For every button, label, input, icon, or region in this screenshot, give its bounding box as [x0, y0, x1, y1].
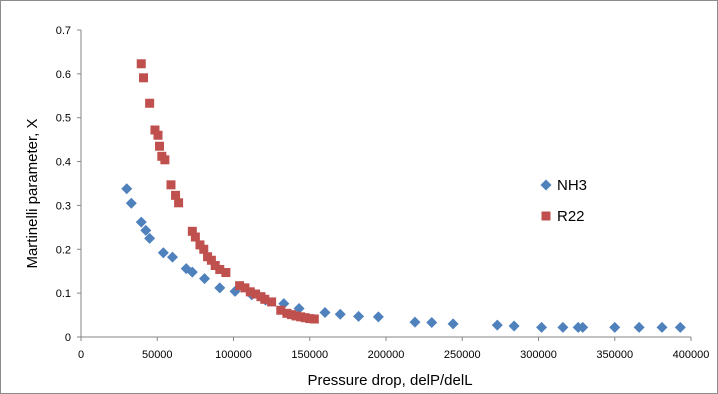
legend-marker-r22	[541, 211, 551, 221]
data-point-r22	[174, 198, 184, 208]
data-point-r22	[267, 297, 277, 307]
data-point-r22	[296, 312, 306, 322]
data-point-r22	[240, 283, 250, 293]
y-tick-label: 0.4	[56, 157, 71, 169]
data-point-r22	[145, 98, 155, 108]
data-point-r22	[276, 305, 286, 315]
data-point-r22	[136, 59, 146, 69]
data-point-r22	[206, 255, 216, 265]
data-point-r22	[286, 310, 296, 320]
data-point-r22	[215, 264, 225, 274]
data-point-nh3	[214, 282, 226, 294]
data-point-nh3	[135, 216, 147, 228]
data-point-nh3	[186, 266, 198, 278]
x-axis-title: Pressure drop, delP/delL	[307, 372, 472, 389]
data-point-r22	[235, 281, 245, 291]
data-point-nh3	[372, 311, 384, 323]
data-point-nh3	[674, 321, 686, 333]
y-tick-label: 0	[65, 332, 71, 344]
x-tick-label: 350000	[596, 349, 633, 361]
data-point-r22	[171, 190, 181, 200]
data-point-nh3	[409, 316, 421, 328]
data-point-nh3	[293, 302, 305, 314]
y-axis-title: Martinelli parameter, X	[24, 118, 41, 268]
data-point-nh3	[633, 321, 645, 333]
x-tick-label: 150000	[291, 349, 328, 361]
y-tick-label: 0.5	[56, 113, 71, 125]
data-point-nh3	[609, 321, 621, 333]
data-point-nh3	[334, 308, 346, 320]
data-point-r22	[155, 141, 165, 151]
x-tick-label: 400000	[673, 349, 710, 361]
x-tick-label: 100000	[215, 349, 252, 361]
data-point-r22	[139, 73, 149, 83]
data-point-r22	[221, 268, 231, 278]
data-point-nh3	[167, 251, 178, 263]
data-point-r22	[199, 244, 209, 254]
data-point-nh3	[508, 320, 520, 332]
x-tick-label: 0	[78, 349, 84, 361]
y-tick-label: 0.3	[56, 200, 71, 212]
data-point-r22	[150, 125, 160, 135]
data-point-nh3	[536, 321, 548, 333]
data-point-nh3	[319, 306, 331, 318]
x-tick-label: 50000	[142, 349, 173, 361]
data-point-nh3	[491, 319, 503, 331]
y-tick-label: 0.1	[56, 288, 71, 300]
data-point-nh3	[426, 317, 438, 329]
data-point-nh3	[447, 318, 459, 330]
y-tick-label: 0.7	[56, 25, 71, 37]
y-tick-label: 0.6	[56, 69, 71, 81]
data-point-nh3	[353, 310, 365, 322]
data-point-r22	[187, 226, 197, 236]
legend-label-nh3: NH3	[557, 177, 587, 194]
data-point-nh3	[557, 321, 569, 333]
y-tick-label: 0.2	[56, 244, 71, 256]
data-point-r22	[153, 130, 163, 140]
data-point-nh3	[157, 247, 169, 259]
data-point-nh3	[577, 321, 589, 333]
data-point-r22	[190, 232, 200, 242]
x-tick-label: 250000	[444, 349, 481, 361]
data-point-nh3	[125, 197, 137, 209]
x-tick-label: 200000	[368, 349, 405, 361]
data-point-nh3	[144, 232, 156, 244]
data-point-r22	[282, 308, 292, 318]
data-point-nh3	[140, 224, 152, 236]
legend-label-r22: R22	[557, 208, 585, 225]
data-point-r22	[305, 314, 315, 324]
data-point-nh3	[656, 321, 668, 333]
x-tick-label: 300000	[520, 349, 557, 361]
data-point-r22	[260, 294, 270, 304]
data-point-r22	[160, 155, 170, 165]
data-point-r22	[300, 313, 310, 323]
data-point-r22	[245, 287, 255, 297]
legend-marker-nh3	[540, 179, 552, 191]
data-point-r22	[251, 289, 261, 299]
data-point-r22	[166, 180, 176, 190]
data-point-r22	[309, 314, 319, 324]
data-point-r22	[291, 311, 301, 321]
data-point-nh3	[199, 273, 211, 285]
data-point-nh3	[121, 183, 133, 195]
data-point-r22	[210, 261, 220, 271]
